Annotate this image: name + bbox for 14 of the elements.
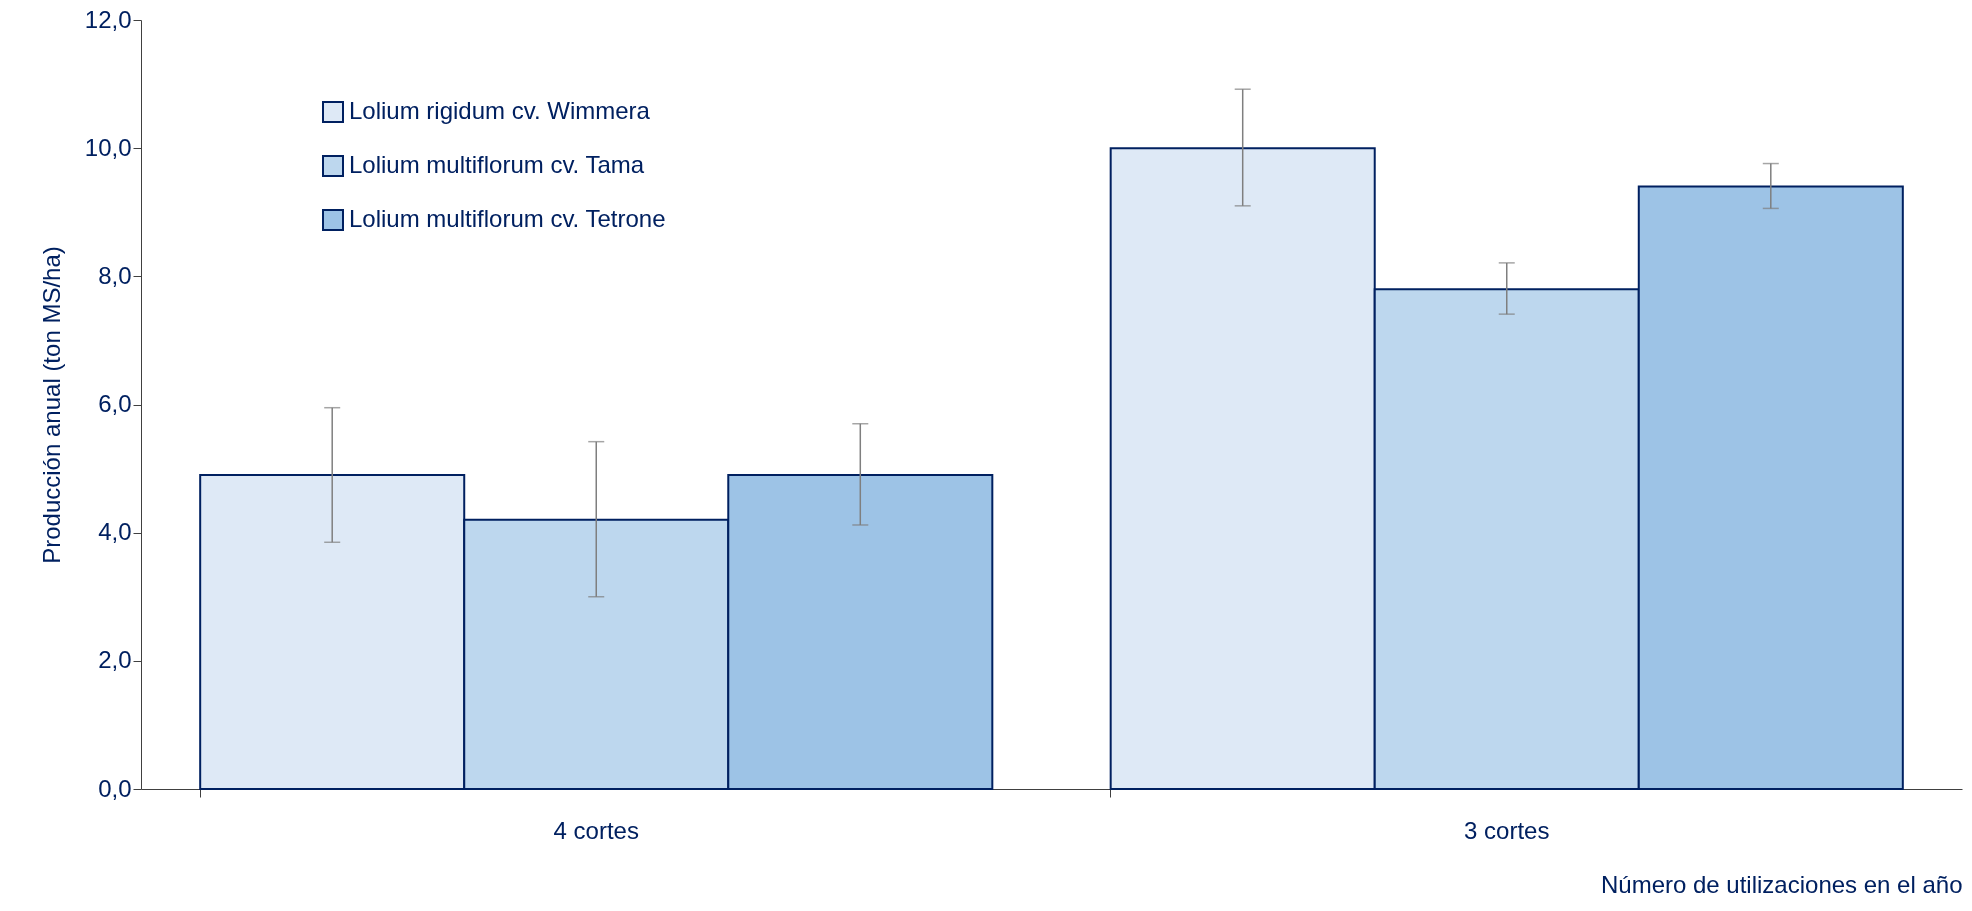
y-tick-label: 10,0 [84, 133, 132, 161]
x-axis-title: Número de utilizaciones en el año [1600, 870, 1963, 898]
y-tick-label: 2,0 [98, 646, 132, 674]
x-tick-label: 4 cortes [553, 816, 639, 844]
y-tick-label: 12,0 [84, 5, 132, 33]
y-tick-label: 8,0 [98, 261, 132, 289]
x-tick-label: 3 cortes [1464, 816, 1550, 844]
legend-label: Lolium multiflorum cv. Tama [349, 151, 645, 178]
legend-label: Lolium rigidum cv. Wimmera [349, 97, 651, 124]
y-tick-label: 4,0 [98, 518, 132, 546]
y-axis-title: Producción anual (ton MS/ha) [37, 246, 65, 564]
y-tick-label: 6,0 [98, 390, 132, 417]
legend-label: Lolium multiflorum cv. Tetrone [349, 205, 666, 232]
y-tick-label: 0,0 [98, 774, 132, 802]
